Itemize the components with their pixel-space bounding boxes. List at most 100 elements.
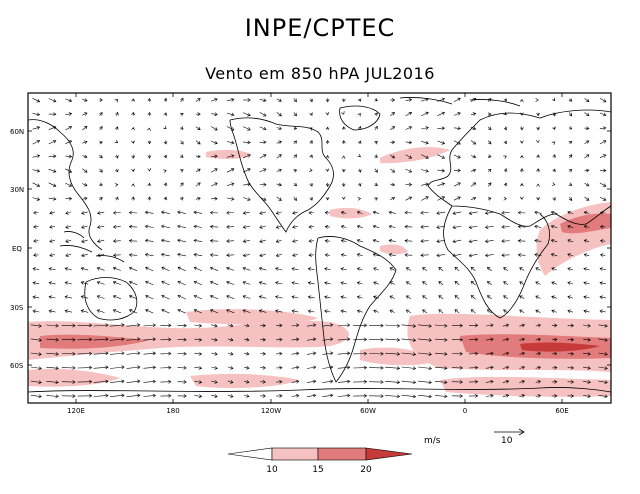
wind-arrow bbox=[598, 366, 608, 369]
wind-arrow-head bbox=[412, 394, 417, 399]
wind-arrow bbox=[226, 212, 235, 214]
wind-arrow bbox=[194, 338, 202, 341]
wind-arrow bbox=[584, 225, 590, 228]
wind-arrow-head bbox=[163, 169, 167, 173]
wind-arrow-head bbox=[52, 125, 57, 130]
wind-arrow bbox=[226, 254, 235, 256]
wind-arrow-head bbox=[278, 140, 282, 144]
wind-arrow bbox=[227, 338, 234, 341]
wind-arrow-head bbox=[230, 168, 235, 172]
wind-arrow-head bbox=[396, 366, 401, 370]
wind-arrow-head bbox=[230, 112, 235, 117]
wind-arrow bbox=[65, 98, 72, 102]
wind-arrow-head bbox=[168, 351, 172, 356]
wind-arrow-head bbox=[72, 394, 76, 398]
wind-arrow-head bbox=[262, 197, 267, 201]
wind-arrow-head bbox=[198, 323, 203, 328]
wind-arrow-head bbox=[474, 365, 479, 370]
wind-arrow-head bbox=[112, 295, 117, 299]
wind-arrow bbox=[306, 366, 316, 369]
wind-arrow-head bbox=[444, 338, 448, 342]
wind-arrow bbox=[211, 113, 218, 115]
lat-label-eq: EQ bbox=[12, 245, 22, 253]
wind-arrow bbox=[82, 183, 88, 186]
wind-arrow bbox=[211, 98, 218, 102]
wind-arrow-head bbox=[457, 155, 461, 159]
wind-arrow-head bbox=[226, 253, 230, 257]
wind-arrow-head bbox=[487, 168, 492, 173]
wind-arrow-head bbox=[183, 380, 187, 384]
wind-arrow-head bbox=[242, 309, 246, 313]
wind-arrow-head bbox=[293, 98, 297, 103]
wind-arrow-head bbox=[128, 294, 133, 299]
wind-arrow-head bbox=[505, 365, 510, 370]
shade-caribbean bbox=[330, 207, 372, 219]
wind-arrow bbox=[535, 381, 541, 383]
wind-arrow-head bbox=[262, 380, 266, 384]
wind-arrow-head bbox=[356, 281, 361, 285]
wind-arrow-head bbox=[570, 337, 575, 342]
wind-arrow bbox=[534, 225, 542, 228]
wind-arrow bbox=[401, 394, 416, 397]
wind-arrow-head bbox=[259, 239, 263, 243]
wind-arrow bbox=[373, 310, 379, 313]
wind-vectors bbox=[30, 97, 608, 399]
wind-arrow-head bbox=[490, 379, 494, 384]
wind-arrow-head bbox=[80, 281, 85, 285]
wind-arrow-head bbox=[121, 323, 125, 327]
wind-arrow bbox=[487, 281, 492, 286]
wind-arrow bbox=[109, 380, 125, 383]
wind-arrow-head bbox=[312, 351, 317, 356]
wind-arrow-head bbox=[193, 210, 197, 215]
wind-arrow-head bbox=[472, 97, 477, 102]
wind-arrow bbox=[385, 352, 400, 355]
wind-arrow bbox=[109, 338, 125, 341]
wind-arrow-head bbox=[295, 365, 300, 370]
wind-arrow-head bbox=[389, 295, 394, 299]
wind-arrow-head bbox=[340, 281, 344, 285]
wind-arrow-head bbox=[128, 239, 133, 243]
legend-label-20: 20 bbox=[360, 465, 372, 475]
wind-arrow-head bbox=[214, 182, 218, 186]
wind-arrow bbox=[161, 239, 170, 243]
wind-arrow-head bbox=[291, 295, 295, 299]
wind-arrow bbox=[113, 226, 121, 228]
wind-arrow bbox=[226, 295, 235, 299]
wind-arrow bbox=[469, 211, 478, 214]
wind-arrow-head bbox=[488, 154, 492, 158]
wind-arrow bbox=[82, 126, 88, 131]
wind-arrow bbox=[337, 338, 350, 341]
wind-arrow-head bbox=[568, 154, 573, 158]
wind-arrow bbox=[452, 211, 462, 214]
wind-arrow bbox=[194, 267, 203, 272]
wind-arrow-head bbox=[603, 168, 607, 173]
wind-arrow-head bbox=[49, 239, 53, 243]
wind-arrow-head bbox=[48, 281, 53, 285]
wind-arrow bbox=[308, 282, 315, 285]
wind-arrow bbox=[584, 240, 590, 242]
wind-arrow-head bbox=[459, 380, 463, 384]
wind-arrow-head bbox=[405, 309, 410, 313]
wind-arrow bbox=[485, 240, 494, 242]
wind-arrow-head bbox=[396, 338, 401, 342]
wind-arrow bbox=[567, 268, 574, 271]
wind-arrow bbox=[600, 212, 606, 214]
lon-label-180: 180 bbox=[166, 407, 179, 415]
wind-arrow-head bbox=[33, 225, 37, 229]
wind-arrow-head bbox=[180, 113, 184, 117]
wind-arrow bbox=[357, 239, 363, 243]
wind-arrow bbox=[337, 381, 350, 383]
wind-arrow-head bbox=[128, 309, 133, 313]
wind-arrow-head bbox=[408, 182, 413, 187]
wind-arrow-head bbox=[441, 111, 446, 116]
wind-arrow bbox=[32, 182, 40, 187]
wind-arrow bbox=[551, 267, 557, 271]
wind-arrow-head bbox=[147, 97, 152, 102]
wind-arrow-head bbox=[309, 154, 313, 159]
wind-arrow-head bbox=[83, 169, 88, 173]
wind-arrow-head bbox=[147, 182, 152, 187]
wind-arrow bbox=[65, 253, 72, 257]
wind-arrow-head bbox=[551, 281, 555, 285]
wind-arrow-head bbox=[567, 309, 571, 314]
wind-arrow-head bbox=[230, 323, 234, 328]
